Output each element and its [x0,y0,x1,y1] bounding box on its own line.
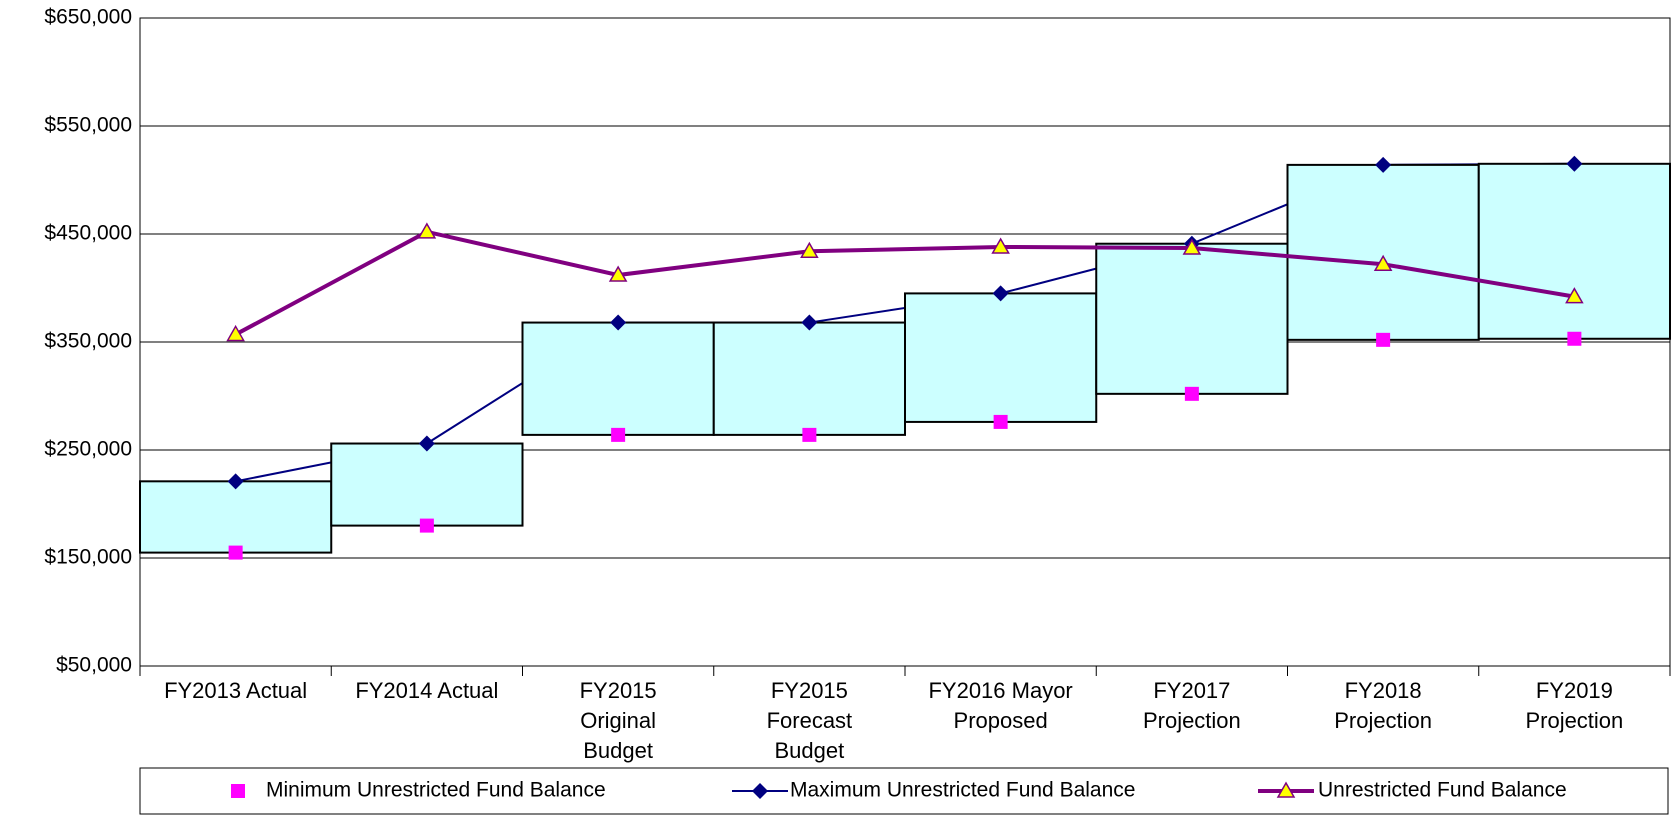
legend-box [139,767,1669,815]
x-tick-label: FY2013 Actual [164,678,308,703]
legend-marker [1276,781,1296,798]
y-tick-label: $550,000 [44,114,132,137]
legend-label: Maximum Unrestricted Fund Balance [790,779,1135,802]
x-tick-label: FY2018 Projection [1334,678,1433,733]
max-marker [801,314,818,331]
range-box [139,480,333,554]
balance-line [234,229,1575,337]
balance-marker [1565,287,1584,304]
legend-marker [231,784,245,798]
balance-marker [226,324,245,342]
range-box [712,321,906,436]
max-marker [227,473,244,490]
range-box [1095,242,1289,395]
min-marker [1184,386,1199,401]
balance-marker [417,222,437,239]
min-marker [1376,332,1391,347]
range-box [904,292,1098,423]
y-tick-label: $450,000 [44,222,132,245]
legend-label: Minimum Unrestricted Fund Balance [266,779,606,802]
max-marker [1375,156,1392,173]
balance-marker [1373,254,1393,271]
x-tick-label: FY2015 Forecast Budget [766,678,853,763]
max-marker [992,285,1009,302]
range-box [1477,162,1671,340]
range-box [1286,163,1480,341]
y-tick-label: $350,000 [44,330,132,353]
x-tick-label: FY2014 Actual [355,678,499,703]
min-marker [993,414,1008,429]
min-marker [802,427,817,442]
range-box [521,321,715,436]
x-tick-label: FY2017 Projection [1142,678,1241,733]
balance-marker [1182,238,1202,255]
max-marker [610,314,627,331]
x-tick-label: FY2015 Original Budget [579,678,657,763]
min-marker [611,427,626,442]
balance-marker [608,265,628,282]
balance-marker [800,241,819,259]
y-tick-label: $150,000 [44,546,132,569]
y-tick-label: $50,000 [56,654,132,677]
y-tick-label: $650,000 [44,6,132,29]
balance-marker [991,237,1010,254]
legend-label: Unrestricted Fund Balance [1318,779,1567,802]
min-marker [228,545,243,560]
min-marker [419,518,434,533]
max-marker [1566,155,1583,172]
legend-marker [752,783,768,799]
x-tick-label: FY2019 Projection [1525,678,1624,733]
x-tick-label: FY2016 Mayor Proposed [928,678,1073,733]
max-marker [418,435,435,452]
y-tick-label: $250,000 [44,438,132,461]
range-box [330,442,524,527]
min-marker [1567,331,1582,346]
